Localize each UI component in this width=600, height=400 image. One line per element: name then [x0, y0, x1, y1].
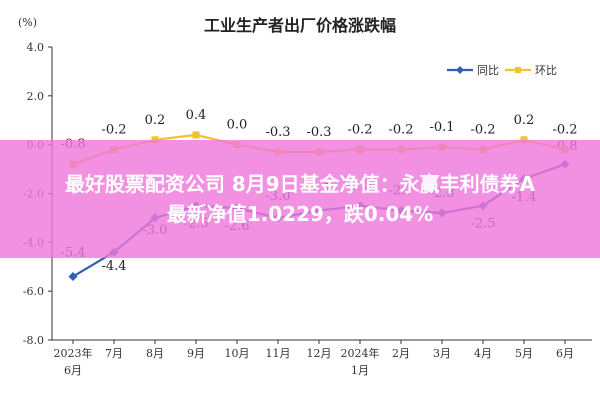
- y-tick-label: 2.0: [27, 90, 45, 103]
- x-tick-label: 6月: [64, 364, 82, 377]
- y-tick-label: 4.0: [27, 41, 45, 54]
- data-label: 0.2: [514, 113, 535, 128]
- data-label: -0.2: [388, 123, 413, 138]
- x-tick-label: 5月: [515, 347, 533, 360]
- y-tick-label: -6.0: [23, 285, 44, 298]
- x-tick-label: 9月: [187, 347, 205, 360]
- x-tick-label: 7月: [105, 347, 123, 360]
- x-tick-label: 2月: [392, 347, 410, 360]
- x-tick-label: 10月: [225, 347, 250, 360]
- data-label: 0.2: [145, 113, 166, 128]
- x-tick-label: 1月: [351, 364, 369, 377]
- x-tick-label: 3月: [433, 347, 451, 360]
- banner-line-2: 最新净值1.0229，跌0.04%: [166, 202, 434, 226]
- series-point: [520, 136, 528, 144]
- x-tick-label: 6月: [556, 347, 574, 360]
- data-label: -0.2: [552, 123, 577, 138]
- data-label: -0.3: [306, 125, 331, 140]
- series-point: [68, 272, 78, 282]
- data-label: -0.3: [265, 125, 290, 140]
- x-tick-label: 8月: [146, 347, 164, 360]
- y-tick-label: -8.0: [23, 334, 44, 347]
- banner-line-1: 最好股票配资公司 8月9日基金净值：永赢丰利债券A: [64, 172, 536, 196]
- legend-marker: [456, 66, 464, 74]
- data-label: -4.4: [101, 259, 126, 274]
- x-tick-label: 2024年: [341, 346, 380, 360]
- x-tick-label: 11月: [266, 347, 291, 360]
- x-tick-label: 2023年: [54, 346, 93, 360]
- x-tick-label: 12月: [307, 347, 332, 360]
- legend-label: 环比: [535, 64, 557, 77]
- data-label: 0.0: [227, 118, 248, 133]
- data-label: -0.1: [429, 120, 454, 135]
- chart-title: 工业生产者出厂价格涨跌幅: [204, 16, 396, 35]
- data-label: -0.2: [347, 123, 372, 138]
- legend-marker: [515, 67, 521, 73]
- series-point: [151, 136, 159, 144]
- data-label: 0.4: [186, 108, 207, 123]
- x-tick-label: 4月: [474, 347, 492, 360]
- overlay-banner: 最好股票配资公司 8月9日基金净值：永赢丰利债券A 最新净值1.0229，跌0.…: [0, 140, 600, 258]
- y-unit-label: (%): [18, 16, 37, 29]
- legend-label: 同比: [477, 64, 499, 77]
- series-point: [192, 131, 200, 139]
- data-label: -0.2: [470, 123, 495, 138]
- data-label: -0.2: [101, 123, 126, 138]
